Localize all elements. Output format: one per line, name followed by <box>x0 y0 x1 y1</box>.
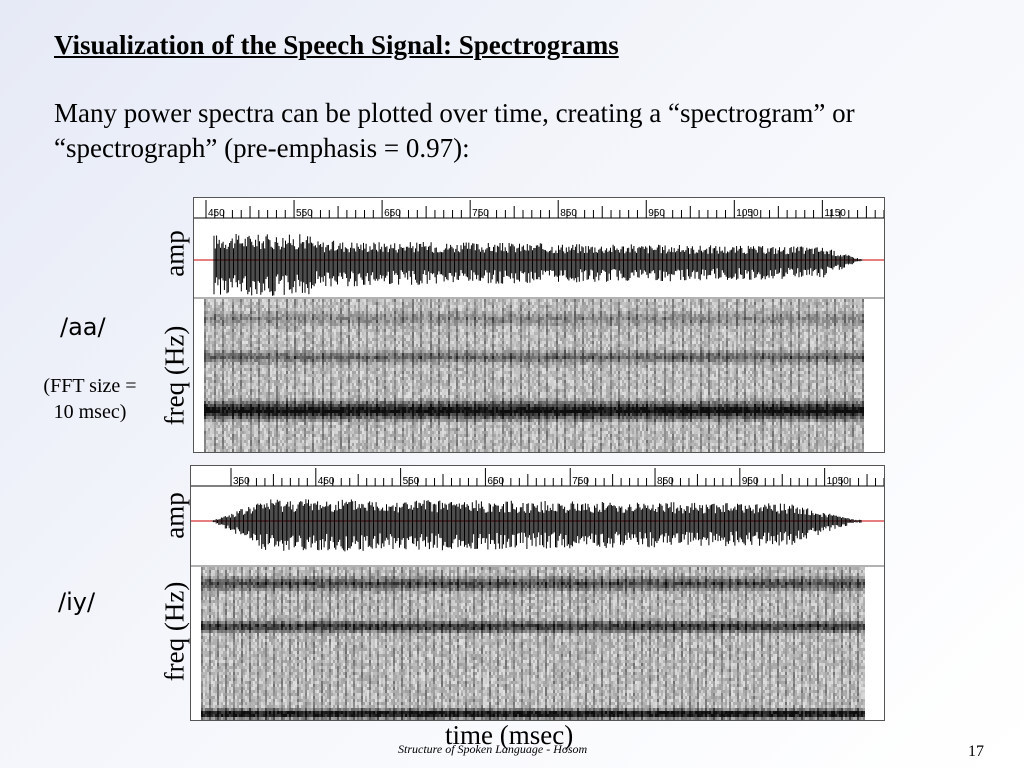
footer-text: Structure of Spoken Language - Hosom <box>398 742 587 757</box>
tick-label: 550 <box>296 208 313 219</box>
amp-label-aa: amp <box>160 214 191 294</box>
phoneme-label-iy: /iy/ <box>58 588 95 616</box>
waveform <box>194 234 884 296</box>
spectrogram <box>204 299 864 452</box>
tick-label: 850 <box>657 476 674 487</box>
panel-iy: 350 450 550 650 750 850 950 1050 <box>190 465 885 721</box>
tick-label: 950 <box>742 476 759 487</box>
tick-label: 650 <box>487 476 504 487</box>
tick-label: 950 <box>648 208 665 219</box>
fft-size-note: (FFT size = 10 msec) <box>28 373 152 425</box>
freq-label-iy: freq (Hz) <box>160 562 191 702</box>
tick-label: 450 <box>208 208 225 219</box>
x-axis-label: time (msec) <box>445 720 573 751</box>
phoneme-label-aa: /aa/ <box>60 313 106 341</box>
fft-note-line2: 10 msec) <box>28 399 152 425</box>
waveform <box>191 499 884 552</box>
tick-label: 1050 <box>827 476 850 487</box>
tick-label: 1050 <box>736 208 759 219</box>
page-number: 17 <box>968 743 984 761</box>
panel-aa: 450 550 650 750 850 950 1050 1150 <box>193 197 885 453</box>
slide-title: Visualization of the Speech Signal: Spec… <box>54 30 619 61</box>
panel-aa-graphic: 450 550 650 750 850 950 1050 1150 <box>194 200 884 452</box>
freq-label-aa: freq (Hz) <box>160 306 191 446</box>
panel-iy-graphic: 350 450 550 650 750 850 950 1050 <box>191 468 884 720</box>
tick-label: 1150 <box>824 208 846 219</box>
tick-label: 450 <box>318 476 335 487</box>
tick-label: 550 <box>403 476 420 487</box>
tick-label: 750 <box>472 208 489 219</box>
time-ruler: 350 450 550 650 750 850 950 1050 <box>191 468 884 487</box>
spectrogram <box>201 567 865 720</box>
tick-label: 350 <box>233 476 250 487</box>
tick-label: 850 <box>560 208 577 219</box>
amp-label-iy: amp <box>160 476 191 556</box>
time-ruler: 450 550 650 750 850 950 1050 1150 <box>194 200 884 219</box>
slide-body-text: Many power spectra can be plotted over t… <box>54 96 874 166</box>
tick-label: 750 <box>572 476 589 487</box>
tick-label: 650 <box>384 208 401 219</box>
fft-note-line1: (FFT size = <box>28 373 152 399</box>
